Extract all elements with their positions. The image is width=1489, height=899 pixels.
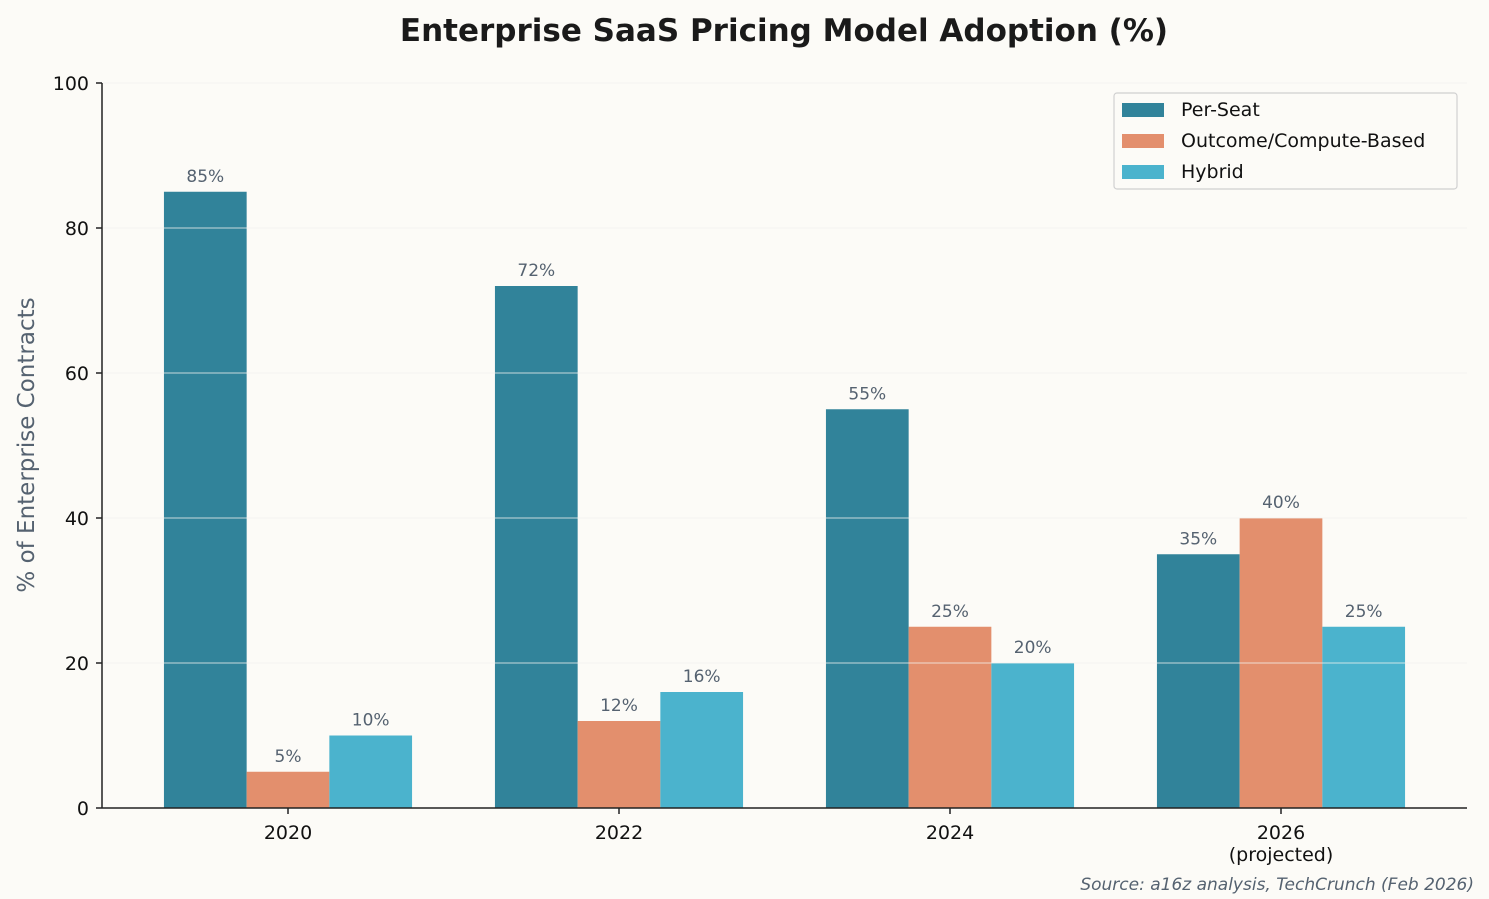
bar-0-3 [1156, 554, 1240, 808]
y-tick-label: 40 [65, 508, 89, 530]
bar-0-1 [494, 286, 578, 808]
bar-0-2 [825, 409, 909, 808]
legend-box [1113, 92, 1458, 190]
y-tick-label: 0 [77, 798, 89, 820]
y-tick-label: 60 [65, 363, 89, 385]
data-label: 40% [1262, 493, 1300, 513]
data-label: 72% [517, 261, 555, 281]
bar-2-0 [329, 735, 413, 808]
bar-1-0 [246, 771, 330, 808]
x-tick-label: 2026 (projected) [1229, 822, 1334, 866]
data-label: 55% [848, 384, 886, 404]
source-note: Source: a16z analysis, TechCrunch (Feb 2… [1080, 875, 1474, 895]
data-label: 10% [352, 711, 390, 731]
x-tick-label: 2020 [264, 822, 312, 844]
data-label: 12% [600, 696, 638, 716]
y-tick-label: 20 [65, 653, 89, 675]
data-label: 16% [683, 667, 721, 687]
legend-label: Per-Seat [1181, 99, 1260, 121]
data-label: 5% [275, 747, 302, 767]
legend-label: Outcome/Compute-Based [1181, 130, 1425, 152]
bar-2-1 [660, 692, 744, 808]
bar-1-3 [1239, 518, 1323, 808]
legend-swatch [1122, 103, 1164, 117]
bar-0-0 [163, 191, 247, 808]
bar-1-2 [908, 626, 992, 808]
data-label: 35% [1179, 529, 1217, 549]
y-axis-label: % of Enterprise Contracts [14, 297, 40, 592]
y-tick-label: 80 [65, 218, 89, 240]
x-tick-label: 2022 [595, 822, 643, 844]
legend-swatch [1122, 165, 1164, 179]
bar-2-3 [1322, 626, 1406, 808]
x-tick-label: 2024 [926, 822, 974, 844]
chart-title: Enterprise SaaS Pricing Model Adoption (… [400, 13, 1168, 49]
legend-swatch [1122, 134, 1164, 148]
data-label: 25% [1345, 602, 1383, 622]
data-label: 20% [1014, 638, 1052, 658]
legend-label: Hybrid [1181, 161, 1244, 183]
bar-1-1 [577, 721, 661, 808]
y-tick-label: 100 [53, 73, 89, 95]
data-label: 85% [186, 167, 224, 187]
legend: Per-Seat Outcome/Compute-Based Hybrid [1113, 92, 1458, 190]
data-label: 25% [931, 602, 969, 622]
bar-2-2 [991, 663, 1075, 808]
